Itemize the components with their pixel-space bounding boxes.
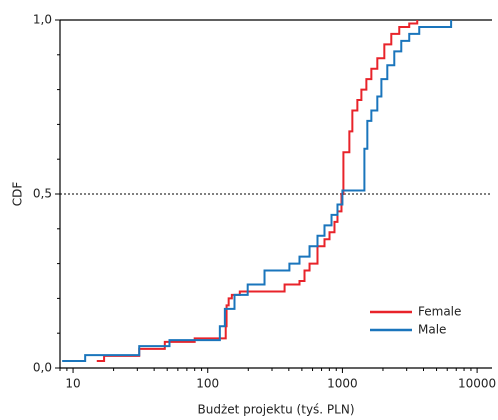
y-tick-label: 1,0 — [33, 13, 52, 27]
x-tick-label: 10 — [65, 377, 80, 391]
y-axis-label: CDF — [11, 182, 25, 207]
x-axis-label: Budżet projektu (tyś. PLN) — [197, 403, 354, 417]
x-tick-label: 100 — [196, 377, 219, 391]
legend-label: Male — [418, 323, 446, 337]
cdf-line — [96, 20, 419, 363]
legend-label: Female — [418, 305, 461, 319]
cdf-line — [62, 20, 453, 363]
y-tick-label: 0,0 — [33, 361, 52, 375]
x-tick-label: 1000 — [327, 377, 358, 391]
x-tick-label: 10000 — [458, 377, 496, 391]
y-tick-label: 0,5 — [33, 187, 52, 201]
